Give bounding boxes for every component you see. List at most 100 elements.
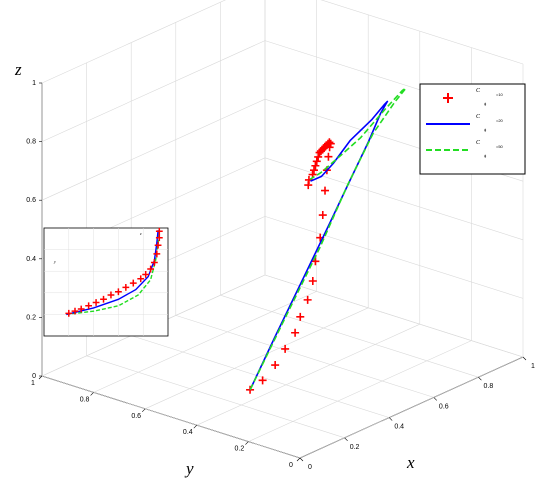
y-tick-mark: [193, 424, 198, 429]
floor-grid-line: [131, 335, 390, 418]
series-point-plus: [308, 277, 317, 285]
y-tick-label: 0.8: [80, 396, 90, 403]
y-tick-label: 0.4: [183, 429, 193, 436]
x-tick-mark: [299, 457, 304, 462]
inset-point-plus: [92, 299, 100, 306]
series-point-plus: [321, 186, 330, 195]
x-tick-mark: [522, 356, 527, 361]
floor-grid-line: [220, 294, 479, 378]
y-tick-label: 1: [31, 380, 35, 387]
series-point-plus: [311, 257, 320, 266]
inset-frame: [43, 227, 169, 337]
back-wall-grid-line: [41, 40, 266, 142]
inset-point-plus: [155, 234, 163, 242]
inset-plot: zy: [43, 227, 169, 337]
floor-grid-line: [175, 315, 434, 398]
inset-point-plus: [65, 309, 73, 317]
legend-value: =50: [496, 144, 504, 149]
inset-point-plus: [71, 307, 79, 315]
inset-point-plus: [150, 259, 158, 266]
floor-grid-line: [264, 274, 524, 358]
series-point-plus: [258, 376, 267, 385]
x-tick-mark: [388, 417, 393, 421]
inset-y-label: y: [53, 259, 56, 264]
inset-point-plus: [85, 302, 93, 310]
floor-grid-line: [86, 355, 345, 439]
floor-grid-line: [196, 323, 420, 426]
legend-marker-plus: [443, 93, 453, 103]
back-wall-grid-line: [41, 0, 226, 84]
z-tick-label: 0.2: [26, 314, 36, 321]
series-point-plus: [312, 157, 321, 166]
inset-point-plus: [153, 250, 161, 258]
axis-labels: z y x: [14, 60, 415, 478]
x-tick-label: 0.6: [439, 403, 449, 410]
inset-point-plus: [77, 305, 85, 313]
inset-point-plus: [107, 291, 115, 299]
x-axis-label: x: [406, 453, 415, 472]
floor-grid-line: [145, 307, 369, 410]
series-red-markers: [246, 138, 335, 394]
legend-box: [419, 83, 526, 175]
series-point-plus: [291, 328, 300, 337]
legend-subscript: ϕ: [484, 101, 487, 106]
side-wall-grid-line: [320, 0, 524, 65]
z-tick-label: 0.8: [26, 139, 36, 146]
inset-point-plus: [122, 284, 130, 291]
x-tick-mark: [433, 397, 438, 401]
y-tick-mark: [141, 408, 146, 413]
side-wall-grid-line: [264, 157, 524, 241]
floor-grid-line: [299, 356, 524, 459]
legend-symbol: C: [476, 140, 481, 146]
legend-value: =20: [496, 118, 504, 123]
series-point-plus: [303, 295, 312, 304]
x-tick-mark: [344, 437, 348, 442]
tick-labels: 00.20.40.60.8100.20.40.60.8100.20.40.60.…: [26, 80, 535, 471]
inset-point-plus: [129, 279, 137, 287]
y-axis-label: y: [184, 459, 194, 478]
inset-point-plus: [154, 241, 162, 249]
x-tick-label: 0.2: [350, 444, 360, 451]
legend: Cϕ =10 Cϕ =20 Cϕ =50: [419, 83, 526, 175]
series-point-plus: [281, 344, 290, 353]
series-point-plus: [324, 152, 333, 161]
y-tick-mark: [245, 441, 249, 445]
x-tick-label: 0: [308, 464, 312, 471]
x-tick-mark: [478, 376, 482, 381]
legend-subscript: ϕ: [484, 153, 487, 158]
legend-subscript: ϕ: [484, 127, 487, 132]
x-tick-label: 0.4: [394, 424, 404, 431]
legend-symbol: C: [476, 88, 481, 94]
inset-point-plus: [147, 265, 155, 273]
series-point-plus: [316, 147, 325, 156]
y-tick-mark: [296, 457, 301, 462]
floor-grid-line: [248, 340, 472, 442]
z-tick-label: 0.4: [26, 256, 36, 263]
data-series: [246, 87, 407, 394]
series-point-plus: [309, 166, 318, 175]
legend-value: =10: [496, 92, 504, 97]
inset-point-plus: [155, 227, 163, 235]
y-tick-label: 0.2: [235, 446, 245, 453]
floor-grid-line: [93, 291, 317, 393]
series-point-plus: [296, 312, 305, 321]
floor-grid-line: [41, 375, 301, 459]
z-tick-label: 0.6: [26, 197, 36, 204]
series-line-blue-solid: [249, 100, 389, 391]
side-wall-grid-line: [264, 216, 524, 299]
back-wall-grid-line: [41, 98, 266, 201]
series-point-plus: [318, 211, 327, 220]
z-axis-label: z: [14, 60, 22, 79]
z-tick-label: 0: [32, 373, 36, 380]
legend-symbol: C: [476, 114, 481, 120]
y-tick-label: 0.6: [131, 413, 141, 420]
series-point-plus: [314, 152, 323, 161]
x-tick-label: 0.8: [484, 383, 494, 390]
inset-point-plus: [137, 275, 145, 283]
y-tick-label: 0: [289, 462, 293, 469]
series-point-plus: [304, 181, 313, 190]
series-line-green-dashed: [249, 87, 407, 391]
series-point-plus: [311, 161, 320, 170]
